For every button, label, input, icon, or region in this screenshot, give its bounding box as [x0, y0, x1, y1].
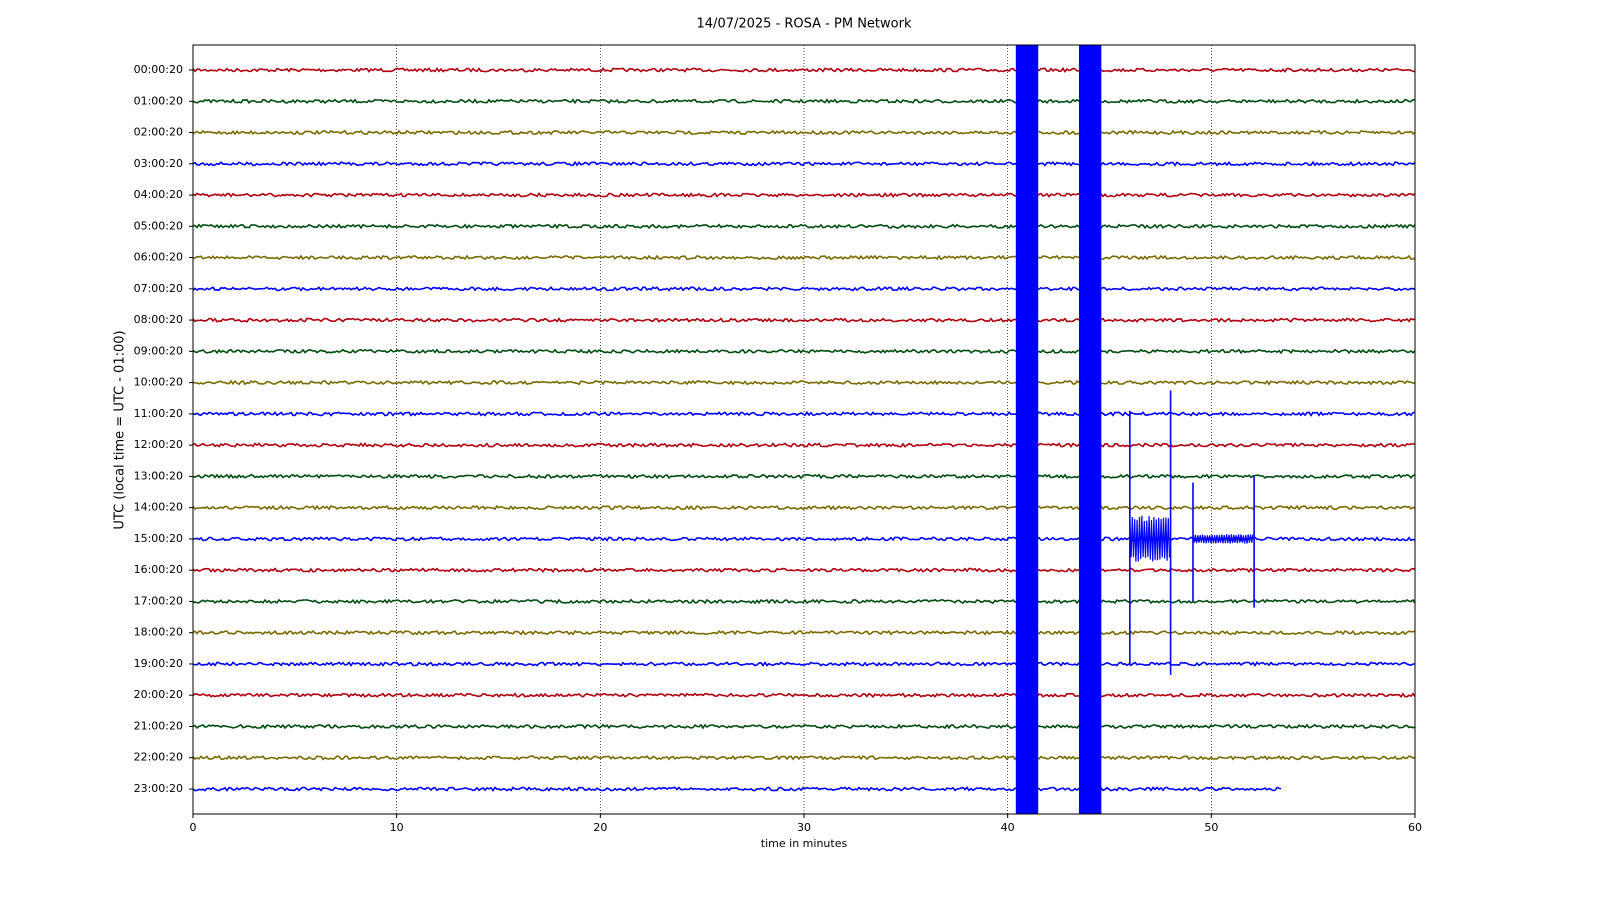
trace — [192, 473, 1416, 480]
x-tick-label: 30 — [797, 821, 811, 834]
trace — [192, 723, 1416, 730]
x-tick-label: 60 — [1408, 821, 1422, 834]
trace — [192, 567, 1416, 574]
y-tick-label: 22:00:20 — [134, 751, 183, 764]
trace — [192, 254, 1416, 261]
y-tick-label: 07:00:20 — [134, 282, 183, 295]
chart-title: 14/07/2025 - ROSA - PM Network — [697, 17, 912, 32]
y-tick-label: 01:00:20 — [134, 94, 183, 107]
y-tick-label: 14:00:20 — [134, 501, 183, 514]
trace — [192, 129, 1416, 136]
y-axis-label: UTC (local time = UTC - 01:00) — [113, 330, 128, 529]
y-tick-label: 18:00:20 — [134, 626, 183, 639]
trace — [192, 661, 1415, 667]
trace — [192, 98, 1416, 105]
y-tick-label: 03:00:20 — [134, 157, 183, 170]
x-tick-label: 10 — [390, 821, 404, 834]
trace — [192, 629, 1416, 636]
y-tick-label: 17:00:20 — [134, 594, 183, 607]
y-tick-label: 05:00:20 — [134, 219, 183, 232]
x-tick-label: 50 — [1204, 821, 1218, 834]
plot-frame — [192, 44, 1416, 815]
y-tick-label: 19:00:20 — [134, 657, 183, 670]
trace — [192, 285, 1416, 292]
y-tick-label: 15:00:20 — [134, 532, 183, 545]
y-tick-label: 00:00:20 — [134, 63, 183, 76]
y-tick-label: 08:00:20 — [134, 313, 183, 326]
y-tick-label: 06:00:20 — [134, 251, 183, 264]
y-tick-label: 02:00:20 — [134, 126, 183, 139]
y-tick-label: 20:00:20 — [134, 688, 183, 701]
y-tick-label: 16:00:20 — [134, 563, 183, 576]
x-axis-label: time in minutes — [761, 837, 848, 850]
y-tick-label: 09:00:20 — [134, 344, 183, 357]
x-tick-label: 0 — [190, 821, 197, 834]
trace — [192, 66, 1416, 73]
x-tick-label: 40 — [1001, 821, 1015, 834]
trace — [192, 692, 1416, 698]
y-tick-label: 12:00:20 — [134, 438, 183, 451]
trace — [192, 192, 1416, 198]
trace — [192, 379, 1416, 386]
trace — [192, 317, 1416, 324]
trace — [192, 442, 1415, 449]
trace — [192, 504, 1416, 511]
burst — [1192, 534, 1254, 544]
y-tick-label: 21:00:20 — [134, 719, 183, 732]
y-tick-label: 23:00:20 — [134, 782, 183, 795]
trace — [192, 754, 1416, 761]
event-band — [1078, 45, 1102, 814]
y-tick-label: 13:00:20 — [134, 469, 183, 482]
trace — [192, 786, 1282, 792]
trace — [192, 598, 1416, 605]
trace — [193, 410, 1416, 417]
trace — [192, 223, 1416, 230]
burst — [1129, 515, 1171, 562]
trace — [192, 348, 1416, 355]
y-tick-label: 11:00:20 — [134, 407, 183, 420]
y-tick-label: 04:00:20 — [134, 188, 183, 201]
trace — [192, 160, 1416, 167]
event-band — [1015, 45, 1039, 814]
x-tick-label: 20 — [593, 821, 607, 834]
y-tick-label: 10:00:20 — [134, 376, 183, 389]
